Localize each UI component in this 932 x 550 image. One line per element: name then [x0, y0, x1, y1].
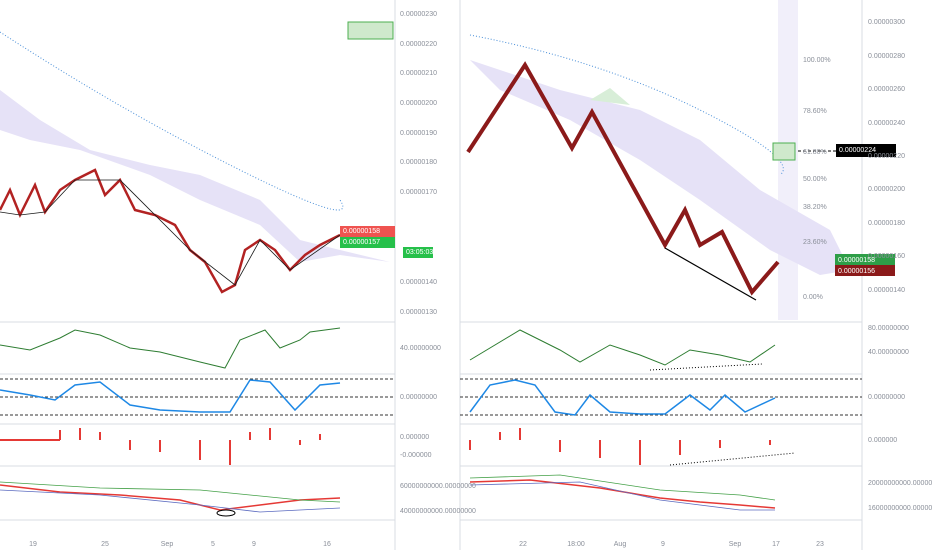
- time-label: 16: [323, 541, 331, 548]
- fib-label: 23.60%: [803, 239, 827, 246]
- price-label: 0.00000230: [400, 11, 437, 18]
- time-label: Aug: [614, 541, 627, 548]
- time-label: 9: [252, 541, 256, 548]
- tag-bg: [340, 226, 395, 237]
- indicator-label: 0.000000: [868, 437, 897, 444]
- fib-label: 100.00%: [803, 57, 831, 64]
- price-label: 0.00000220: [868, 153, 905, 160]
- indicator-label: 40000000000.00000000: [400, 508, 476, 515]
- price-tag: 0.00000156: [838, 268, 875, 275]
- right-chart: [460, 0, 896, 511]
- time-label: 5: [211, 541, 215, 548]
- price-label: 0.00000240: [868, 120, 905, 127]
- price-label: 0.00000140: [868, 287, 905, 294]
- indicator-label: 16000000000.00000000: [868, 505, 932, 512]
- indicator-label: 40.00000000: [868, 349, 909, 356]
- fib-label: 50.00%: [803, 176, 827, 183]
- time-label: 17: [772, 541, 780, 548]
- price-label: 0.00000130: [400, 309, 437, 316]
- tag-bg: [340, 237, 395, 248]
- price-tag: 0.00000157: [343, 239, 380, 246]
- price-label: 0.00000220: [400, 41, 437, 48]
- time-label: 23: [816, 541, 824, 548]
- price-label: 0.00000300: [868, 19, 905, 26]
- price-label: 0.00000280: [868, 53, 905, 60]
- fib-label: 0.00%: [803, 294, 823, 301]
- time-label: Sep: [729, 541, 742, 548]
- fib-label: 78.60%: [803, 108, 827, 115]
- indicator-label: 20000000000.00000000: [868, 480, 932, 487]
- time-label: 18:00: [567, 541, 585, 548]
- price-label: 0.00000200: [868, 186, 905, 193]
- tag-bg: [403, 247, 433, 258]
- indicator-label: 0.00000000: [868, 394, 905, 401]
- indicator-label: 60000000000.00000000: [400, 483, 476, 490]
- price-label: 0.00000200: [400, 100, 437, 107]
- left-chart: [0, 21, 395, 517]
- price-tag: 0.00000224: [839, 147, 876, 154]
- time-label: 25: [101, 541, 109, 548]
- time-label: 22: [519, 541, 527, 548]
- time-label: 19: [29, 541, 37, 548]
- price-tag: 0.00000158: [838, 257, 875, 264]
- indicator-label: 80.00000000: [868, 325, 909, 332]
- fib-label: 61.80%: [803, 149, 827, 156]
- indicator-label: -0.000000: [400, 452, 432, 459]
- price-label: 0.00000170: [400, 189, 437, 196]
- indicator-label: 40.00000000: [400, 345, 441, 352]
- indicator-label: 0.00000000: [400, 394, 437, 401]
- price-label: 0.00000180: [400, 159, 437, 166]
- time-label: Sep: [161, 541, 174, 548]
- layout: [0, 0, 863, 550]
- indicator-label: 0.000000: [400, 434, 429, 441]
- price-label: 0.00000140: [400, 279, 437, 286]
- price-label: 0.00000160: [868, 253, 905, 260]
- price-label: 0.00000190: [400, 130, 437, 137]
- fib-label: 38.20%: [803, 204, 827, 211]
- time-label: 9: [661, 541, 665, 548]
- price-label: 0.00000210: [400, 70, 437, 77]
- countdown: 03:05:03: [406, 249, 433, 256]
- price-tag: 0.00000158: [343, 228, 380, 235]
- price-label: 0.00000180: [868, 220, 905, 227]
- price-label: 0.00000260: [868, 86, 905, 93]
